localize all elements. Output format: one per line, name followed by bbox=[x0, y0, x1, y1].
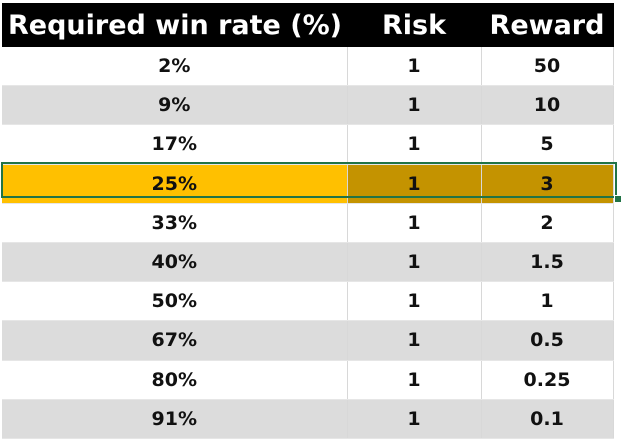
cell-risk[interactable]: 1 bbox=[347, 242, 482, 283]
cell-win-rate[interactable]: 40% bbox=[2, 242, 348, 283]
table-row-selected: 25% 1 3 bbox=[2, 164, 614, 204]
fill-handle[interactable] bbox=[614, 195, 622, 203]
table-row: 40% 1 1.5 bbox=[2, 242, 614, 283]
cell-risk[interactable]: 1 bbox=[347, 47, 482, 87]
table-row: 67% 1 0.5 bbox=[2, 320, 614, 361]
table-row: 50% 1 1 bbox=[2, 281, 614, 322]
header-required-win-rate[interactable]: Required win rate (%) bbox=[2, 3, 348, 47]
cell-risk[interactable]: 1 bbox=[347, 124, 482, 165]
cell-reward[interactable]: 2 bbox=[481, 203, 614, 243]
header-risk[interactable]: Risk bbox=[347, 3, 482, 47]
cell-reward[interactable]: 1.5 bbox=[481, 242, 614, 283]
cell-risk[interactable]: 1 bbox=[347, 164, 482, 204]
table-row: 91% 1 0.1 bbox=[2, 399, 614, 439]
cell-win-rate[interactable]: 80% bbox=[2, 360, 348, 400]
cell-win-rate[interactable]: 9% bbox=[2, 85, 348, 126]
cell-win-rate[interactable]: 33% bbox=[2, 203, 348, 243]
win-rate-table: Required win rate (%) Risk Reward 2% 1 5… bbox=[2, 3, 614, 439]
cell-reward[interactable]: 5 bbox=[481, 124, 614, 165]
cell-reward[interactable]: 3 bbox=[481, 164, 614, 204]
table-row: 80% 1 0.25 bbox=[2, 360, 614, 400]
table-row: 17% 1 5 bbox=[2, 124, 614, 165]
cell-reward[interactable]: 50 bbox=[481, 47, 614, 87]
cell-win-rate[interactable]: 67% bbox=[2, 320, 348, 361]
cell-risk[interactable]: 1 bbox=[347, 85, 482, 126]
cell-win-rate[interactable]: 17% bbox=[2, 124, 348, 165]
cell-reward[interactable]: 0.25 bbox=[481, 360, 614, 400]
cell-risk[interactable]: 1 bbox=[347, 203, 482, 243]
cell-win-rate[interactable]: 50% bbox=[2, 281, 348, 322]
table-row: 2% 1 50 bbox=[2, 47, 614, 87]
cell-reward[interactable]: 0.1 bbox=[481, 399, 614, 439]
table-row: 33% 1 2 bbox=[2, 203, 614, 243]
cell-risk[interactable]: 1 bbox=[347, 360, 482, 400]
cell-reward[interactable]: 10 bbox=[481, 85, 614, 126]
cell-win-rate[interactable]: 2% bbox=[2, 47, 348, 87]
table-row: 9% 1 10 bbox=[2, 85, 614, 126]
cell-reward[interactable]: 1 bbox=[481, 281, 614, 322]
cell-risk[interactable]: 1 bbox=[347, 399, 482, 439]
cell-reward[interactable]: 0.5 bbox=[481, 320, 614, 361]
cell-risk[interactable]: 1 bbox=[347, 281, 482, 322]
header-row: Required win rate (%) Risk Reward bbox=[2, 3, 614, 47]
cell-win-rate[interactable]: 25% bbox=[2, 164, 348, 204]
cell-risk[interactable]: 1 bbox=[347, 320, 482, 361]
cell-win-rate[interactable]: 91% bbox=[2, 399, 348, 439]
header-reward[interactable]: Reward bbox=[481, 3, 614, 47]
